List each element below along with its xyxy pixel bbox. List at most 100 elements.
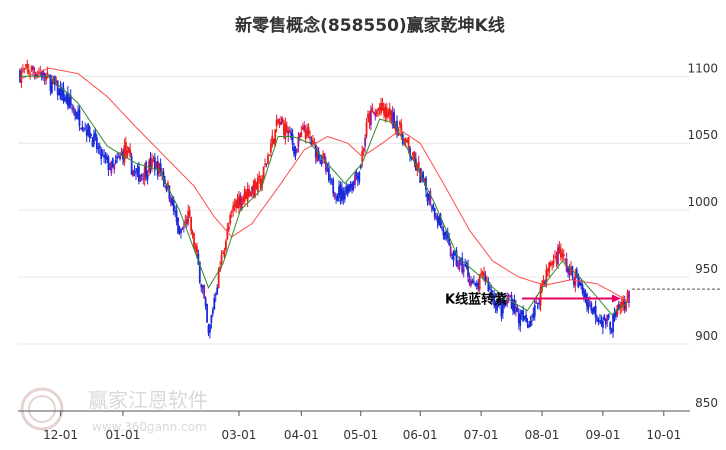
candle	[341, 188, 343, 201]
candle	[613, 312, 616, 318]
candle	[578, 281, 581, 286]
candle	[478, 275, 481, 290]
candle	[172, 200, 175, 212]
candle	[261, 179, 264, 187]
candle	[555, 255, 558, 263]
candle	[533, 305, 536, 317]
candle	[178, 230, 181, 232]
candle	[549, 262, 552, 266]
candle	[314, 144, 317, 158]
candle	[103, 155, 105, 158]
candle	[204, 298, 207, 307]
candle	[97, 147, 100, 149]
moving-average-line	[19, 67, 630, 302]
x-tick-label: 04-01	[284, 428, 319, 442]
candle	[530, 320, 533, 322]
candle	[594, 305, 597, 318]
candle	[217, 268, 220, 289]
candle	[65, 96, 68, 102]
candle	[301, 127, 304, 130]
candle	[182, 226, 185, 229]
candle	[575, 269, 578, 276]
candle	[310, 141, 313, 146]
candle	[274, 129, 277, 147]
candle	[454, 251, 456, 253]
candle	[383, 107, 385, 115]
candle	[49, 75, 52, 91]
candle	[539, 286, 542, 306]
candle	[606, 314, 609, 321]
candle	[174, 211, 177, 213]
candle	[165, 186, 168, 191]
candle	[602, 321, 604, 328]
candle	[462, 268, 465, 273]
candle	[407, 137, 410, 148]
candle	[528, 325, 530, 328]
candle	[58, 88, 61, 96]
moving-averages	[19, 67, 630, 316]
candle	[356, 175, 359, 180]
candle	[455, 250, 458, 266]
watermark-brand: 赢家江恩软件	[88, 388, 208, 412]
candle	[214, 294, 217, 296]
candle	[488, 287, 491, 289]
candle	[235, 200, 237, 208]
candle	[309, 136, 311, 140]
candle	[457, 265, 459, 267]
candle	[417, 161, 420, 168]
candle	[265, 163, 268, 165]
x-tick-label: 05-01	[343, 428, 378, 442]
candle	[388, 108, 391, 115]
moving-average-line	[20, 75, 630, 316]
candle	[143, 165, 146, 180]
candle	[474, 283, 477, 286]
candle	[24, 64, 27, 67]
candle	[552, 259, 555, 265]
candle	[30, 65, 33, 71]
candle	[443, 232, 446, 240]
candle	[106, 157, 108, 161]
candle	[251, 186, 253, 192]
candle	[35, 73, 37, 77]
candle	[101, 154, 104, 156]
candle	[129, 149, 132, 157]
y-tick-label: 850	[695, 396, 718, 410]
annotation: K线蓝转紫	[445, 292, 621, 308]
y-tick-label: 1100	[687, 61, 718, 75]
candle	[371, 107, 374, 113]
candle	[238, 196, 240, 208]
candle	[349, 183, 352, 188]
candle	[245, 192, 248, 199]
candle	[159, 163, 162, 173]
candle	[111, 158, 114, 167]
candle	[348, 184, 351, 192]
candle	[501, 300, 504, 314]
candle	[412, 152, 414, 156]
y-tick-label: 1050	[687, 128, 718, 142]
candle	[255, 182, 258, 189]
candle	[306, 128, 308, 137]
candle	[136, 168, 139, 172]
y-tick-label: 900	[695, 329, 718, 343]
candle	[139, 175, 142, 182]
candle	[184, 220, 187, 223]
candle	[158, 163, 161, 174]
candle	[107, 156, 110, 170]
candle	[206, 303, 208, 323]
candle	[464, 264, 467, 267]
candle	[584, 294, 587, 298]
candle	[429, 191, 432, 206]
candle	[236, 199, 239, 209]
candle	[280, 121, 282, 126]
candle	[370, 110, 372, 126]
candle	[326, 168, 329, 170]
candle	[288, 129, 291, 133]
candle	[82, 128, 85, 130]
candle	[69, 95, 72, 106]
candle	[209, 324, 211, 333]
candle	[568, 269, 571, 276]
candle	[571, 266, 574, 277]
candle	[175, 210, 178, 222]
candle	[365, 122, 368, 137]
candle	[181, 228, 184, 230]
